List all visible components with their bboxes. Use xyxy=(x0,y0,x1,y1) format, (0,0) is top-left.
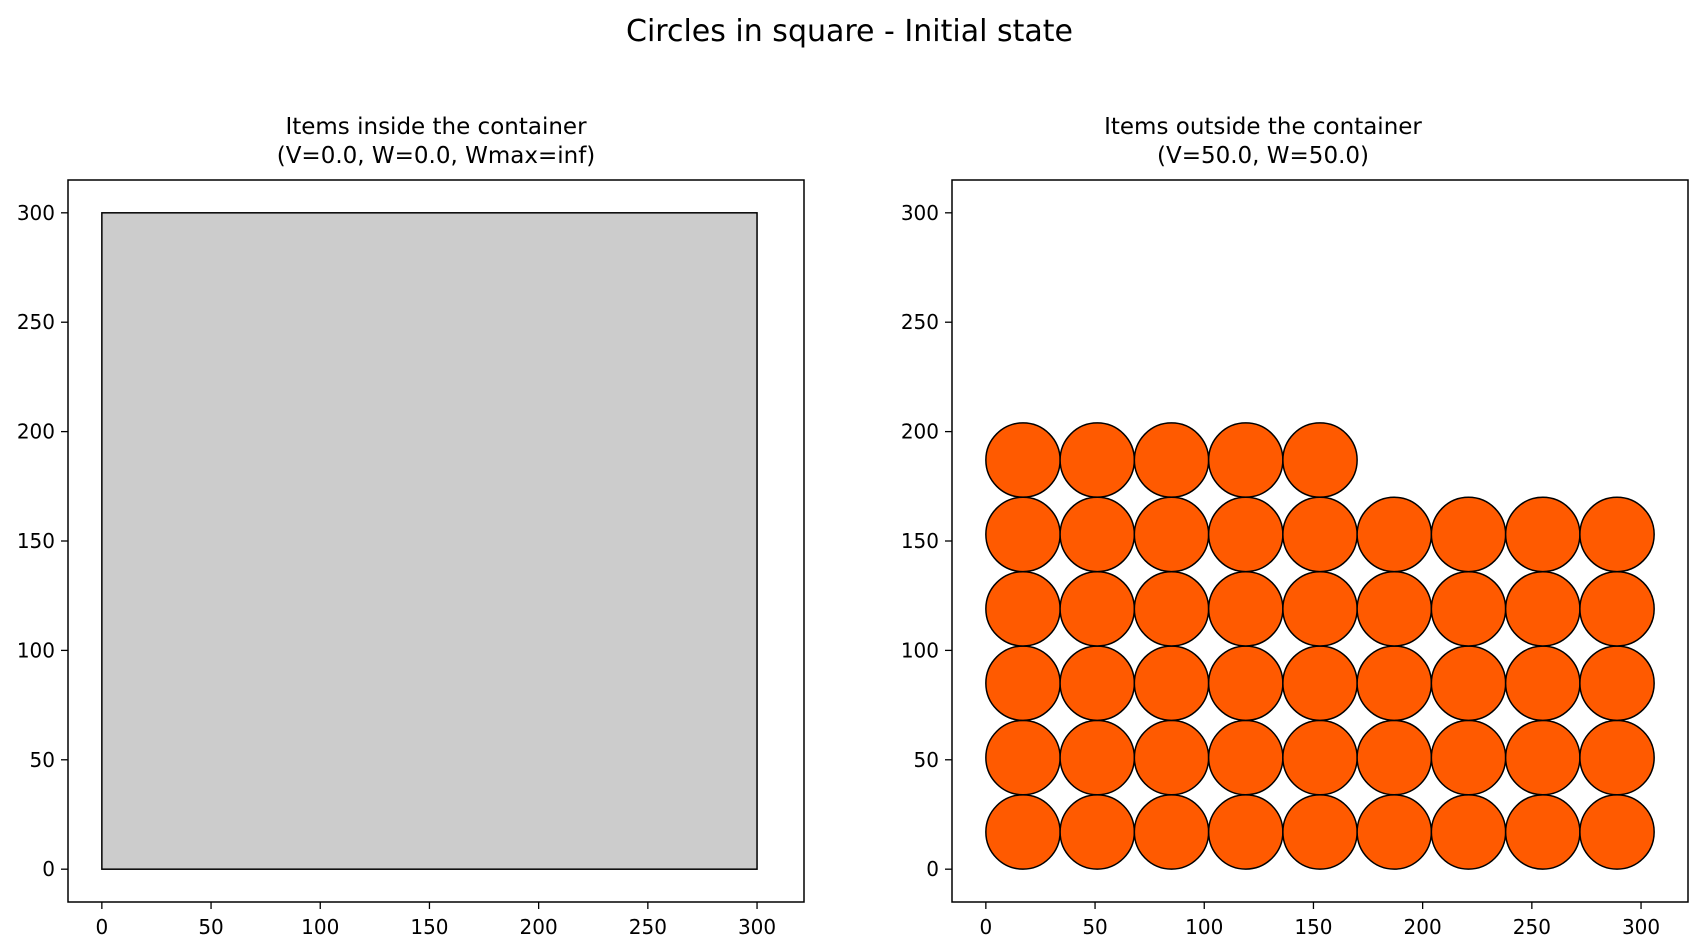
right-circle-item-19 xyxy=(1059,645,1136,722)
right-circle-item-32 xyxy=(1356,570,1433,647)
right-panel-title-line1: Items outside the container xyxy=(1104,114,1422,140)
right-circle-item-46 xyxy=(1059,422,1136,498)
right-circle-item-0 xyxy=(985,794,1061,870)
right-circle-item-15 xyxy=(1430,719,1507,796)
right-ytick-label-0: 0 xyxy=(926,857,939,881)
right-panel: Items outside the container (V=50.0, W=5… xyxy=(901,114,1689,939)
right-ytick-label-250: 250 xyxy=(901,310,939,334)
left-xtick-label-0: 0 xyxy=(95,915,108,939)
left-panel: Items inside the container (V=0.0, W=0.0… xyxy=(17,114,805,939)
right-circle-item-47 xyxy=(1133,422,1210,498)
right-circle-item-36 xyxy=(985,496,1061,573)
left-panel-title-line1: Items inside the container xyxy=(285,114,587,140)
right-circle-item-27 xyxy=(985,570,1061,647)
right-circle-item-35 xyxy=(1579,570,1655,647)
right-xtick-label-200: 200 xyxy=(1404,915,1442,939)
right-xtick-label-150: 150 xyxy=(1294,915,1332,939)
right-xtick-label-300: 300 xyxy=(1622,915,1660,939)
right-ytick-label-50: 50 xyxy=(914,748,939,772)
left-ytick-label-150: 150 xyxy=(17,529,55,553)
right-xtick-label-100: 100 xyxy=(1185,915,1223,939)
right-circle-item-41 xyxy=(1356,496,1433,573)
left-panel-title-line2: (V=0.0, W=0.0, Wmax=inf) xyxy=(277,143,596,169)
right-circle-item-48 xyxy=(1207,422,1284,498)
left-xtick-label-200: 200 xyxy=(520,915,558,939)
right-circle-item-16 xyxy=(1504,719,1581,796)
right-circle-item-8 xyxy=(1579,794,1655,870)
right-circle-item-11 xyxy=(1133,719,1210,796)
left-xtick-label-150: 150 xyxy=(410,915,448,939)
right-circle-item-20 xyxy=(1133,645,1210,722)
right-circle-item-29 xyxy=(1133,570,1210,647)
right-circle-item-28 xyxy=(1059,570,1136,647)
right-circle-item-45 xyxy=(985,422,1061,498)
right-circle-item-38 xyxy=(1133,496,1210,573)
right-circle-item-44 xyxy=(1579,496,1655,573)
right-xtick-label-0: 0 xyxy=(979,915,992,939)
right-circle-item-13 xyxy=(1282,719,1358,796)
right-ytick-label-200: 200 xyxy=(901,420,939,444)
right-circle-item-1 xyxy=(1059,794,1136,870)
right-circle-item-49 xyxy=(1282,422,1358,498)
right-circle-item-31 xyxy=(1282,570,1358,647)
left-ytick-label-0: 0 xyxy=(42,857,55,881)
right-circle-item-24 xyxy=(1430,645,1507,722)
right-ytick-label-300: 300 xyxy=(901,201,939,225)
right-xtick-label-250: 250 xyxy=(1513,915,1551,939)
right-circle-item-22 xyxy=(1282,645,1358,722)
right-circle-item-17 xyxy=(1579,719,1655,796)
left-xtick-label-50: 50 xyxy=(198,915,223,939)
right-circle-item-43 xyxy=(1504,496,1581,573)
left-xtick-label-300: 300 xyxy=(738,915,776,939)
right-circle-item-10 xyxy=(1059,719,1136,796)
right-ytick-label-100: 100 xyxy=(901,638,939,662)
right-circle-item-5 xyxy=(1356,794,1433,870)
figure-suptitle: Circles in square - Initial state xyxy=(626,14,1073,49)
right-circle-item-14 xyxy=(1356,719,1433,796)
right-circle-item-39 xyxy=(1207,496,1284,573)
right-xtick-label-50: 50 xyxy=(1082,915,1107,939)
right-circle-item-21 xyxy=(1207,645,1284,722)
right-circle-item-42 xyxy=(1430,496,1507,573)
right-circle-item-12 xyxy=(1207,719,1284,796)
right-circle-item-6 xyxy=(1430,794,1507,870)
left-xtick-label-100: 100 xyxy=(301,915,339,939)
right-panel-title-line2: (V=50.0, W=50.0) xyxy=(1157,143,1369,169)
right-circle-item-18 xyxy=(985,645,1061,722)
left-container-square xyxy=(101,212,758,870)
right-circle-item-4 xyxy=(1282,794,1358,870)
right-circle-item-37 xyxy=(1059,496,1136,573)
right-circle-item-2 xyxy=(1133,794,1210,870)
right-ytick-label-150: 150 xyxy=(901,529,939,553)
left-ytick-label-50: 50 xyxy=(30,748,55,772)
right-circle-item-40 xyxy=(1282,496,1358,573)
right-circle-item-26 xyxy=(1579,645,1655,722)
left-ytick-label-300: 300 xyxy=(17,201,55,225)
left-ytick-label-200: 200 xyxy=(17,420,55,444)
left-ytick-label-250: 250 xyxy=(17,310,55,334)
left-xtick-label-250: 250 xyxy=(629,915,667,939)
left-ytick-label-100: 100 xyxy=(17,638,55,662)
right-circle-item-9 xyxy=(985,719,1061,796)
right-circle-item-3 xyxy=(1207,794,1284,870)
right-circle-item-25 xyxy=(1504,645,1581,722)
right-circle-item-33 xyxy=(1430,570,1507,647)
right-circle-item-23 xyxy=(1356,645,1433,722)
right-circle-item-30 xyxy=(1207,570,1284,647)
right-circle-item-7 xyxy=(1504,794,1581,870)
right-circle-item-34 xyxy=(1504,570,1581,647)
